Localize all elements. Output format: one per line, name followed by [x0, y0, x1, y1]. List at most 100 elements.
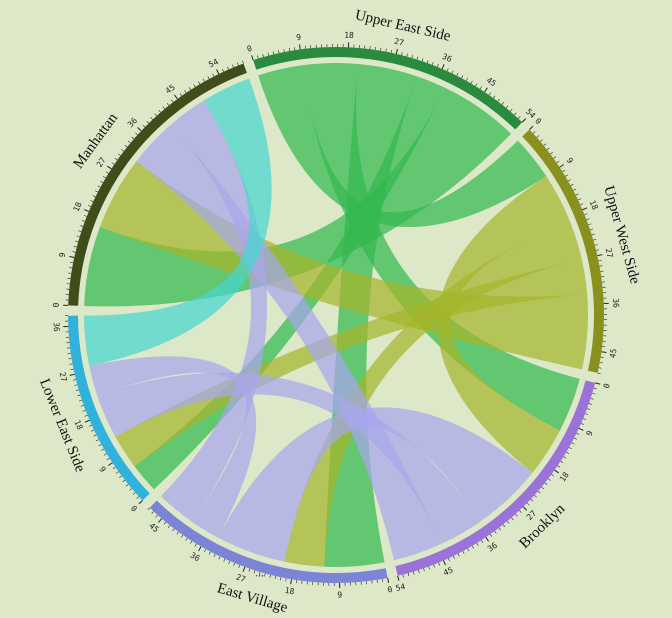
- tick-label: 9: [97, 465, 107, 474]
- tick-mark: [594, 244, 598, 246]
- tick-mark: [280, 577, 282, 581]
- tick-mark: [510, 108, 513, 112]
- tick-mark: [461, 75, 464, 79]
- tick-mark: [423, 568, 425, 572]
- tick-mark: [290, 579, 292, 585]
- tick-mark: [98, 444, 102, 447]
- tick-mark: [428, 566, 430, 570]
- tick-mark: [568, 447, 572, 450]
- tick-mark: [598, 260, 602, 262]
- tick-mark: [283, 49, 285, 53]
- tick-mark: [102, 176, 106, 179]
- tick-mark: [390, 49, 392, 53]
- chord-0-1: [258, 65, 547, 228]
- tick-mark: [253, 570, 256, 574]
- tick-mark: [264, 573, 266, 577]
- tick-mark: [522, 506, 528, 511]
- arc-lower-east-side: [68, 315, 150, 501]
- tick-mark: [82, 409, 86, 412]
- tick-mark: [416, 56, 419, 60]
- tick-mark: [577, 198, 581, 201]
- tick-mark: [583, 418, 587, 420]
- tick-mark: [497, 98, 500, 102]
- chord-2-5: [136, 124, 442, 561]
- tick-mark: [233, 563, 236, 567]
- tick-mark: [212, 73, 215, 77]
- tick-mark: [485, 536, 489, 542]
- tick-mark: [69, 363, 73, 365]
- tick-mark: [519, 510, 522, 513]
- tick-mark: [158, 518, 163, 523]
- tick-mark: [582, 207, 588, 211]
- tick-mark: [407, 573, 410, 577]
- tick-mark: [174, 94, 178, 100]
- tick-mark: [117, 153, 121, 156]
- tick-mark: [599, 362, 603, 364]
- tick-mark: [72, 251, 76, 253]
- tick-mark: [584, 213, 588, 216]
- tick-mark: [431, 61, 434, 65]
- tick-mark: [565, 174, 569, 177]
- tick-mark: [554, 469, 559, 474]
- chord-0-4: [134, 76, 446, 490]
- tick-mark: [587, 408, 591, 410]
- tick-mark: [74, 384, 78, 386]
- tick-mark: [136, 496, 140, 499]
- tick-mark: [132, 492, 136, 495]
- tick-mark: [131, 136, 135, 140]
- tick-label: 18: [284, 586, 295, 597]
- tick-label: 9: [58, 251, 68, 258]
- tick-mark: [190, 540, 193, 544]
- tick-mark: [411, 55, 414, 59]
- tick-mark: [382, 578, 384, 582]
- tick-mark: [544, 482, 548, 486]
- tick-mark: [193, 84, 196, 88]
- tick-mark: [91, 429, 95, 432]
- tick-mark: [573, 188, 577, 191]
- tick-mark: [218, 556, 221, 560]
- tick-mark: [556, 160, 560, 164]
- tick-mark: [184, 90, 187, 93]
- tick-mark: [530, 498, 534, 502]
- tick-mark: [562, 169, 566, 173]
- tick-label: 9: [337, 590, 342, 599]
- tick-mark: [476, 542, 479, 546]
- tick-mark: [146, 120, 149, 124]
- tick-mark: [75, 389, 79, 392]
- group-arcs: [68, 46, 604, 583]
- tick-mark: [529, 125, 534, 130]
- tick-mark: [540, 139, 543, 142]
- tick-mark: [505, 105, 509, 109]
- tick-mark: [185, 537, 188, 541]
- tick-label: 45: [442, 565, 455, 577]
- tick-mark: [479, 86, 482, 90]
- tick-mark: [103, 453, 107, 456]
- tick-mark: [436, 63, 439, 67]
- tick-mark: [493, 95, 496, 99]
- tick-label: 27: [235, 572, 247, 584]
- tick-mark: [518, 116, 521, 119]
- tick-mark: [69, 373, 75, 376]
- tick-mark: [397, 575, 400, 581]
- tick-mark: [122, 479, 126, 483]
- tick-mark: [448, 558, 450, 562]
- chord-0-2: [302, 63, 580, 431]
- tick-mark: [213, 554, 216, 558]
- tick-mark: [129, 488, 132, 491]
- tick-label: 45: [608, 348, 618, 359]
- tick-mark: [387, 577, 390, 583]
- tick-mark: [470, 80, 473, 84]
- tick-label: 0: [52, 302, 61, 307]
- chord-links: [84, 63, 588, 567]
- tick-mark: [580, 203, 584, 206]
- tick-label: 54: [395, 582, 407, 593]
- tick-mark: [176, 531, 179, 535]
- tick-mark: [100, 180, 104, 183]
- tick-label: 0: [533, 116, 543, 126]
- arc-upper-west-side: [522, 129, 604, 373]
- tick-mark: [78, 399, 82, 402]
- tick-mark: [601, 351, 607, 353]
- tick-mark: [278, 50, 280, 54]
- tick-mark: [515, 513, 518, 517]
